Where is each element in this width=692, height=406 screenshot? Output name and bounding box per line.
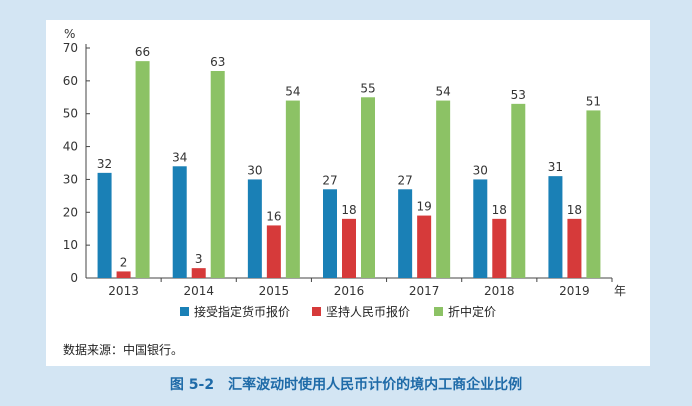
data-label: 66 xyxy=(135,45,150,59)
bar xyxy=(567,218,582,278)
y-tick-label: 20 xyxy=(63,205,78,219)
x-unit-label: 年 xyxy=(614,284,626,298)
data-label: 2 xyxy=(120,255,128,269)
legend-swatch xyxy=(434,307,443,316)
bar xyxy=(473,179,488,278)
bar xyxy=(247,179,262,278)
data-label: 30 xyxy=(473,163,488,177)
x-tick-label: 2014 xyxy=(183,284,214,298)
data-label: 27 xyxy=(398,173,413,187)
bar xyxy=(398,189,413,278)
y-tick-label: 70 xyxy=(63,41,78,55)
data-label: 3 xyxy=(195,252,203,266)
bar xyxy=(511,103,526,278)
data-label: 32 xyxy=(97,157,112,171)
bar xyxy=(191,268,206,278)
legend: 接受指定货币报价 坚持人民币报价 折中定价 xyxy=(180,304,496,319)
bar xyxy=(323,189,337,278)
data-label: 18 xyxy=(341,203,356,217)
y-tick-label: 30 xyxy=(63,172,78,186)
legend-label: 接受指定货币报价 xyxy=(194,304,290,319)
bar xyxy=(135,61,150,279)
bar xyxy=(342,218,356,278)
legend-swatch xyxy=(312,307,321,316)
data-label: 54 xyxy=(285,85,300,99)
x-tick-label: 2013 xyxy=(108,284,139,298)
data-label: 55 xyxy=(360,81,375,95)
data-label: 18 xyxy=(492,203,507,217)
bar xyxy=(361,97,375,279)
y-unit-label: % xyxy=(64,27,75,41)
y-tick-label: 40 xyxy=(63,140,78,154)
y-tick-label: 60 xyxy=(63,74,78,88)
data-label: 54 xyxy=(436,85,451,99)
x-tick-label: 2017 xyxy=(409,284,440,298)
data-label: 63 xyxy=(210,55,225,69)
x-tick-label: 2019 xyxy=(559,284,590,298)
bar xyxy=(417,215,432,278)
legend-label: 坚持人民币报价 xyxy=(326,304,410,319)
data-label: 27 xyxy=(322,173,337,187)
data-label: 30 xyxy=(247,163,262,177)
bar xyxy=(266,225,281,278)
data-label: 53 xyxy=(511,88,526,102)
y-tick-label: 50 xyxy=(63,107,78,121)
x-tick-label: 2018 xyxy=(484,284,515,298)
y-tick-label: 0 xyxy=(70,271,78,285)
data-label: 16 xyxy=(266,209,281,223)
bar xyxy=(210,71,225,278)
bar xyxy=(548,176,563,278)
legend-label: 折中定价 xyxy=(448,304,496,319)
y-tick-label: 10 xyxy=(63,238,78,252)
data-label: 18 xyxy=(567,203,582,217)
bar xyxy=(172,166,187,278)
data-label: 34 xyxy=(172,150,187,164)
bar xyxy=(116,271,131,278)
x-tick-label: 2015 xyxy=(259,284,290,298)
data-label: 51 xyxy=(586,94,601,108)
legend-swatch xyxy=(180,307,189,316)
bar xyxy=(285,100,300,278)
data-source-note: 数据来源：中国银行。 xyxy=(63,343,184,357)
bar xyxy=(586,110,601,278)
bars: 32 2 66 34 3 63 30 16 54 27 18 55 27 19 54 30 18 53 31 18 51 xyxy=(97,45,601,279)
x-tick-label: 2016 xyxy=(334,284,365,298)
bar xyxy=(97,172,112,278)
data-label: 31 xyxy=(548,160,563,174)
bar xyxy=(436,100,451,278)
figure-caption: 图 5-2 汇率波动时使用人民币计价的境内工商企业比例 xyxy=(169,377,523,393)
data-label: 19 xyxy=(417,200,432,214)
bar xyxy=(492,218,507,278)
